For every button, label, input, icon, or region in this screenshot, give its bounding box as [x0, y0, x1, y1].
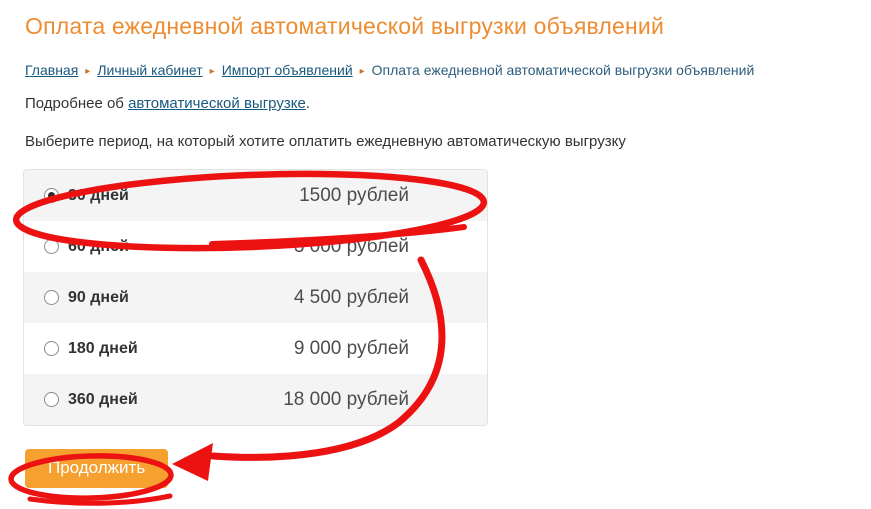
radio-icon[interactable]: [44, 341, 59, 356]
period-option-360-days[interactable]: 360 дней 18 000 рублей: [24, 374, 487, 425]
period-options-table: 30 дней 1500 рублей 60 дней 3 000 рублей…: [23, 169, 488, 426]
option-price: 1500 рублей: [299, 184, 409, 206]
more-info-prefix: Подробнее об: [25, 95, 129, 112]
period-option-90-days[interactable]: 90 дней 4 500 рублей: [24, 272, 487, 323]
option-label: 30 дней: [68, 186, 129, 204]
radio-icon[interactable]: [44, 290, 59, 305]
breadcrumb-current: Оплата ежедневной автоматической выгрузк…: [371, 62, 755, 78]
page-title: Оплата ежедневной автоматической выгрузк…: [25, 13, 665, 39]
option-label: 60 дней: [68, 237, 129, 255]
period-instruction: Выберите период, на который хотите оплат…: [25, 133, 626, 150]
option-price: 4 500 рублей: [293, 286, 409, 308]
more-info-suffix: .: [305, 95, 310, 112]
auto-upload-link[interactable]: автоматической выгрузке: [128, 95, 306, 112]
option-label: 90 дней: [68, 288, 129, 306]
payment-page: Оплата ежедневной автоматической выгрузк…: [0, 13, 871, 509]
breadcrumb-link-home[interactable]: Главная: [25, 62, 79, 78]
breadcrumb-separator-icon: ▸: [85, 66, 91, 77]
continue-button[interactable]: Продолжить: [25, 449, 169, 488]
breadcrumb-separator-icon: ▸: [359, 66, 365, 77]
radio-icon[interactable]: [44, 392, 59, 407]
period-option-30-days[interactable]: 30 дней 1500 рублей: [24, 170, 487, 221]
breadcrumb-link-import[interactable]: Импорт объявлений: [221, 62, 353, 78]
breadcrumb-separator-icon: ▸: [209, 66, 215, 77]
red-swoosh-button-annotation: [27, 493, 173, 506]
radio-icon[interactable]: [44, 188, 59, 203]
period-option-180-days[interactable]: 180 дней 9 000 рублей: [24, 323, 487, 374]
option-label: 360 дней: [68, 390, 138, 408]
breadcrumb-link-account[interactable]: Личный кабинет: [97, 62, 203, 78]
red-arrowhead-annotation: [172, 443, 213, 481]
option-price: 18 000 рублей: [283, 388, 409, 410]
option-price: 9 000 рублей: [293, 337, 409, 359]
option-label: 180 дней: [68, 339, 138, 357]
breadcrumb: Главная ▸ Личный кабинет ▸ Импорт объявлений…: [25, 62, 871, 78]
radio-icon[interactable]: [44, 239, 59, 254]
more-info-line: Подробнее об автоматической выгрузке.: [25, 95, 871, 112]
period-option-60-days[interactable]: 60 дней 3 000 рублей: [24, 221, 487, 272]
option-price: 3 000 рублей: [293, 235, 409, 257]
